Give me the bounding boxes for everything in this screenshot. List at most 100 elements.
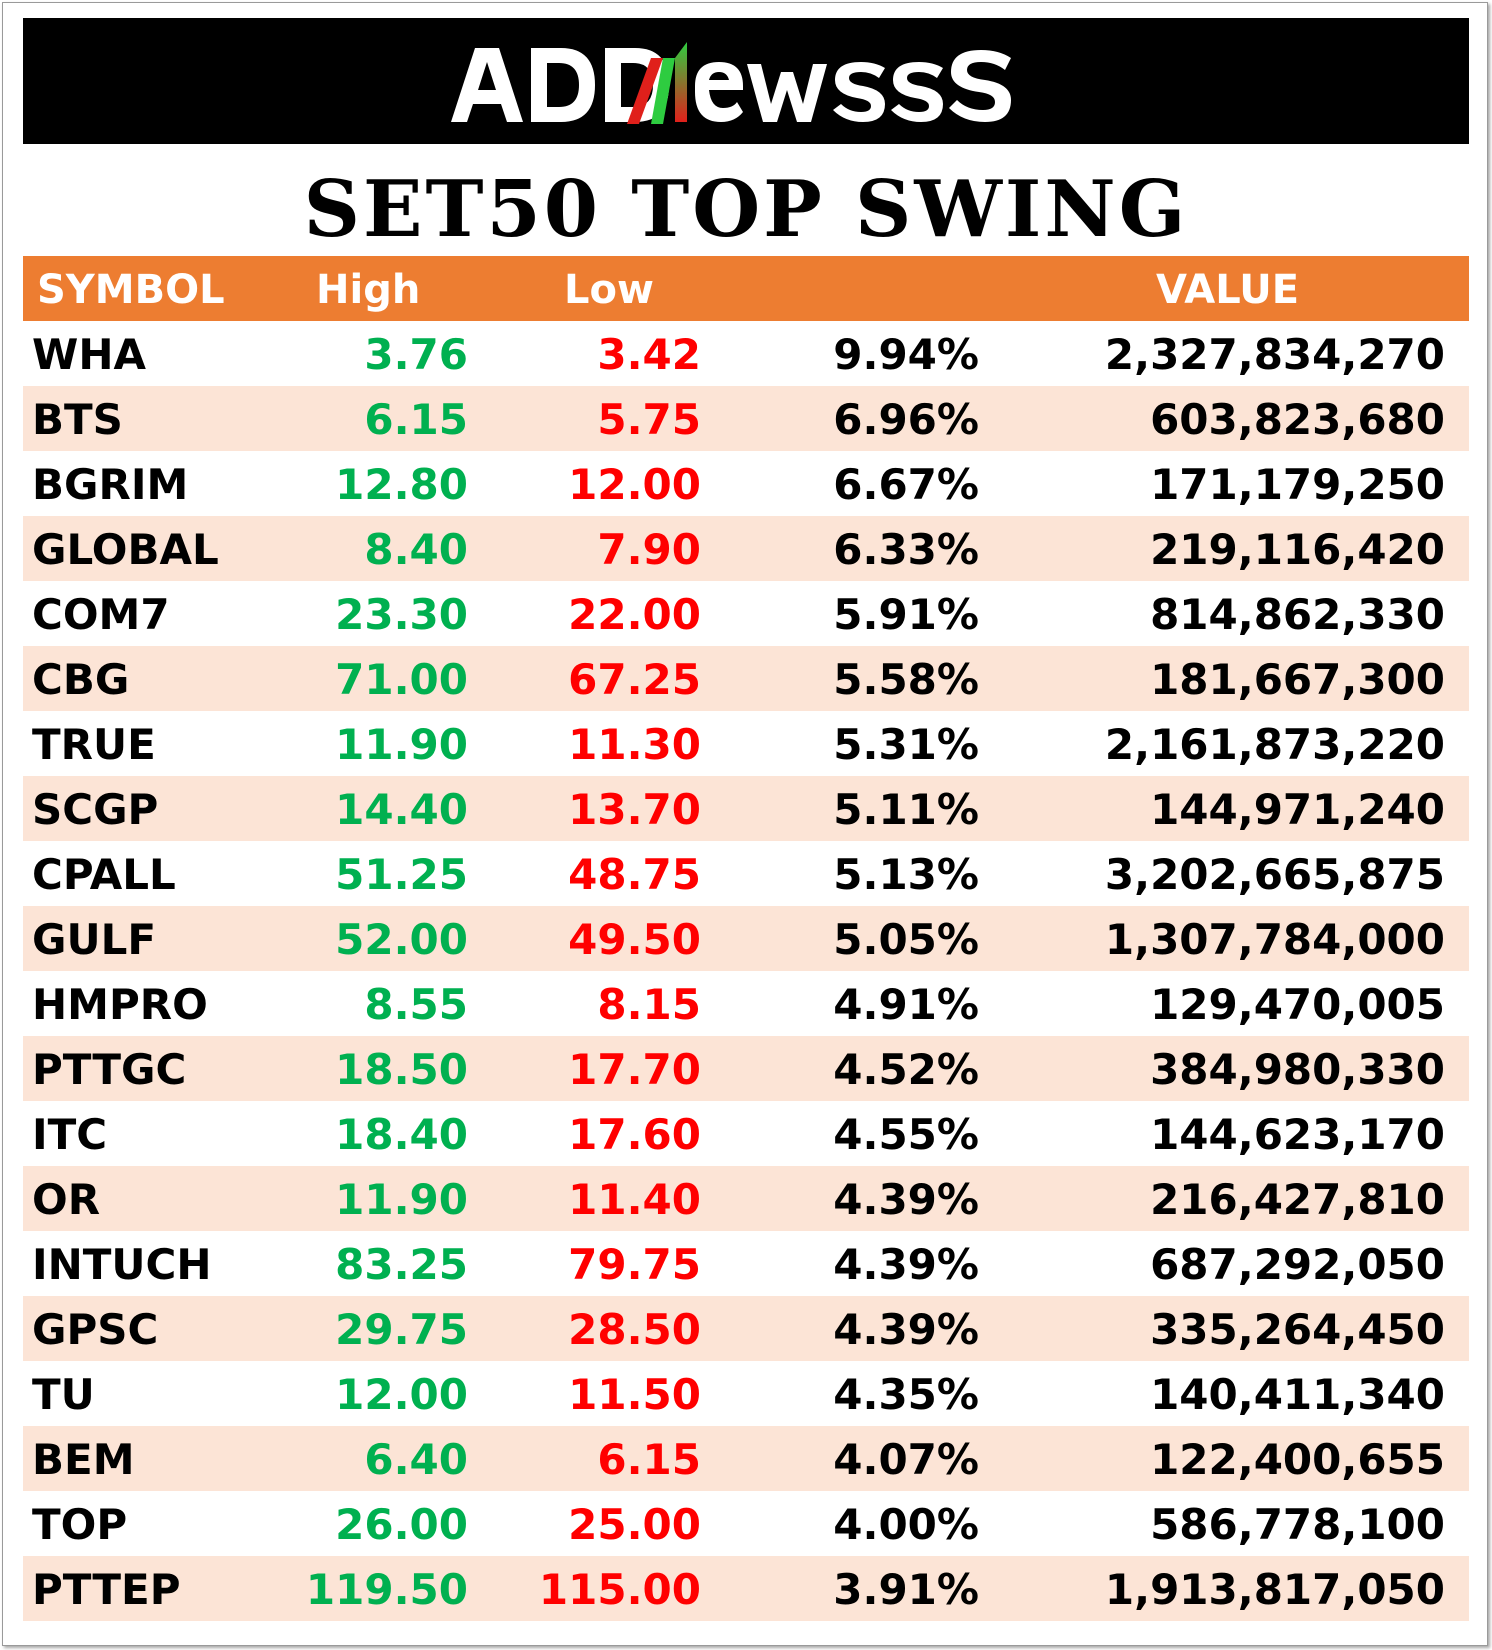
table-row: BGRIM 12.80 12.00 6.67% 171,179,250 — [23, 451, 1469, 516]
cell-high: 29.75 — [335, 1305, 468, 1354]
cell-low: 48.75 — [568, 850, 701, 899]
cell-change: 4.39% — [833, 1305, 979, 1354]
page-title: SET50 TOP SWING — [303, 164, 1189, 255]
cell-value: 384,980,330 — [1150, 1045, 1445, 1094]
cell-low: 12.00 — [568, 460, 701, 509]
cell-symbol: TOP — [32, 1500, 128, 1549]
cell-low: 17.70 — [568, 1045, 701, 1094]
cell-high: 6.40 — [364, 1435, 468, 1484]
cell-change: 4.55% — [833, 1110, 979, 1159]
table-row: CBG 71.00 67.25 5.58% 181,667,300 — [23, 646, 1469, 711]
cell-value: 1,307,784,000 — [1104, 915, 1445, 964]
cell-low: 25.00 — [568, 1500, 701, 1549]
cell-value: 603,823,680 — [1150, 395, 1445, 444]
cell-value: 144,623,170 — [1150, 1110, 1445, 1159]
cell-low: 8.15 — [597, 980, 701, 1029]
cell-symbol: TRUE — [32, 720, 156, 769]
cell-high: 52.00 — [335, 915, 468, 964]
table-row: PTTEP 119.50 115.00 3.91% 1,913,817,050 — [23, 1556, 1469, 1621]
cell-low: 5.75 — [597, 395, 701, 444]
table-row: ITC 18.40 17.60 4.55% 144,623,170 — [23, 1101, 1469, 1166]
cell-change: 5.91% — [833, 590, 979, 639]
table-row: CPALL 51.25 48.75 5.13% 3,202,665,875 — [23, 841, 1469, 906]
swing-table: SYMBOL High Low VALUE WHA 3.76 3.42 9.94… — [23, 256, 1469, 1621]
cell-symbol: COM7 — [32, 590, 170, 639]
cell-value: 3,202,665,875 — [1104, 850, 1445, 899]
cell-value: 586,778,100 — [1150, 1500, 1445, 1549]
cell-change: 9.94% — [833, 330, 979, 379]
cell-change: 4.52% — [833, 1045, 979, 1094]
cell-symbol: ITC — [32, 1110, 108, 1159]
cell-symbol: PTTEP — [32, 1565, 181, 1614]
cell-value: 1,913,817,050 — [1104, 1565, 1445, 1614]
cell-high: 51.25 — [335, 850, 468, 899]
cell-high: 18.50 — [335, 1045, 468, 1094]
table-row: TRUE 11.90 11.30 5.31% 2,161,873,220 — [23, 711, 1469, 776]
cell-change: 5.13% — [833, 850, 979, 899]
cell-change: 6.67% — [833, 460, 979, 509]
cell-high: 14.40 — [335, 785, 468, 834]
cell-symbol: SCGP — [32, 785, 159, 834]
table-row: GLOBAL 8.40 7.90 6.33% 219,116,420 — [23, 516, 1469, 581]
cell-symbol: WHA — [32, 330, 146, 379]
cell-value: 2,161,873,220 — [1104, 720, 1445, 769]
header-symbol: SYMBOL — [37, 267, 225, 313]
cell-low: 11.30 — [568, 720, 701, 769]
cell-symbol: CBG — [32, 655, 130, 704]
cell-high: 71.00 — [335, 655, 468, 704]
cell-value: 687,292,050 — [1150, 1240, 1445, 1289]
cell-change: 4.91% — [833, 980, 979, 1029]
cell-symbol: OR — [32, 1175, 101, 1224]
cell-low: 49.50 — [568, 915, 701, 964]
cell-high: 11.90 — [335, 720, 468, 769]
cell-value: 335,264,450 — [1150, 1305, 1445, 1354]
cell-symbol: GPSC — [32, 1305, 159, 1354]
cell-high: 6.15 — [364, 395, 468, 444]
cell-symbol: CPALL — [32, 850, 176, 899]
cell-low: 11.40 — [568, 1175, 701, 1224]
brand-header — [23, 18, 1469, 144]
cell-value: 129,470,005 — [1150, 980, 1445, 1029]
cell-value: 216,427,810 — [1150, 1175, 1445, 1224]
cell-symbol: INTUCH — [32, 1240, 212, 1289]
cell-change: 4.35% — [833, 1370, 979, 1419]
table-row: GULF 52.00 49.50 5.05% 1,307,784,000 — [23, 906, 1469, 971]
cell-value: 219,116,420 — [1150, 525, 1445, 574]
table-row: WHA 3.76 3.42 9.94% 2,327,834,270 — [23, 321, 1469, 386]
cell-change: 5.58% — [833, 655, 979, 704]
cell-high: 8.40 — [364, 525, 468, 574]
cell-low: 79.75 — [568, 1240, 701, 1289]
cell-symbol: GULF — [32, 915, 157, 964]
cell-change: 4.00% — [833, 1500, 979, 1549]
table-row: TOP 26.00 25.00 4.00% 586,778,100 — [23, 1491, 1469, 1556]
cell-high: 3.76 — [364, 330, 468, 379]
table-row: OR 11.90 11.40 4.39% 216,427,810 — [23, 1166, 1469, 1231]
addnewss-logo — [451, 42, 1011, 124]
cell-change: 5.05% — [833, 915, 979, 964]
cell-low: 115.00 — [538, 1565, 701, 1614]
cell-symbol: BTS — [32, 395, 123, 444]
cell-symbol: BGRIM — [32, 460, 189, 509]
cell-value: 171,179,250 — [1150, 460, 1445, 509]
table-row: BEM 6.40 6.15 4.07% 122,400,655 — [23, 1426, 1469, 1491]
cell-change: 5.11% — [833, 785, 979, 834]
table-row: COM7 23.30 22.00 5.91% 814,862,330 — [23, 581, 1469, 646]
table-row: HMPRO 8.55 8.15 4.91% 129,470,005 — [23, 971, 1469, 1036]
cell-symbol: PTTGC — [32, 1045, 187, 1094]
table-row: INTUCH 83.25 79.75 4.39% 687,292,050 — [23, 1231, 1469, 1296]
cell-symbol: HMPRO — [32, 980, 208, 1029]
table-row: BTS 6.15 5.75 6.96% 603,823,680 — [23, 386, 1469, 451]
table-header-row: SYMBOL High Low VALUE — [23, 256, 1469, 321]
cell-low: 13.70 — [568, 785, 701, 834]
header-high: High — [316, 267, 421, 313]
table-row: TU 12.00 11.50 4.35% 140,411,340 — [23, 1361, 1469, 1426]
cell-low: 17.60 — [568, 1110, 701, 1159]
cell-symbol: GLOBAL — [32, 525, 219, 574]
cell-high: 119.50 — [305, 1565, 468, 1614]
cell-high: 23.30 — [335, 590, 468, 639]
cell-low: 67.25 — [568, 655, 701, 704]
cell-low: 7.90 — [597, 525, 701, 574]
header-value: VALUE — [1156, 267, 1300, 313]
cell-low: 11.50 — [568, 1370, 701, 1419]
cell-change: 4.39% — [833, 1175, 979, 1224]
